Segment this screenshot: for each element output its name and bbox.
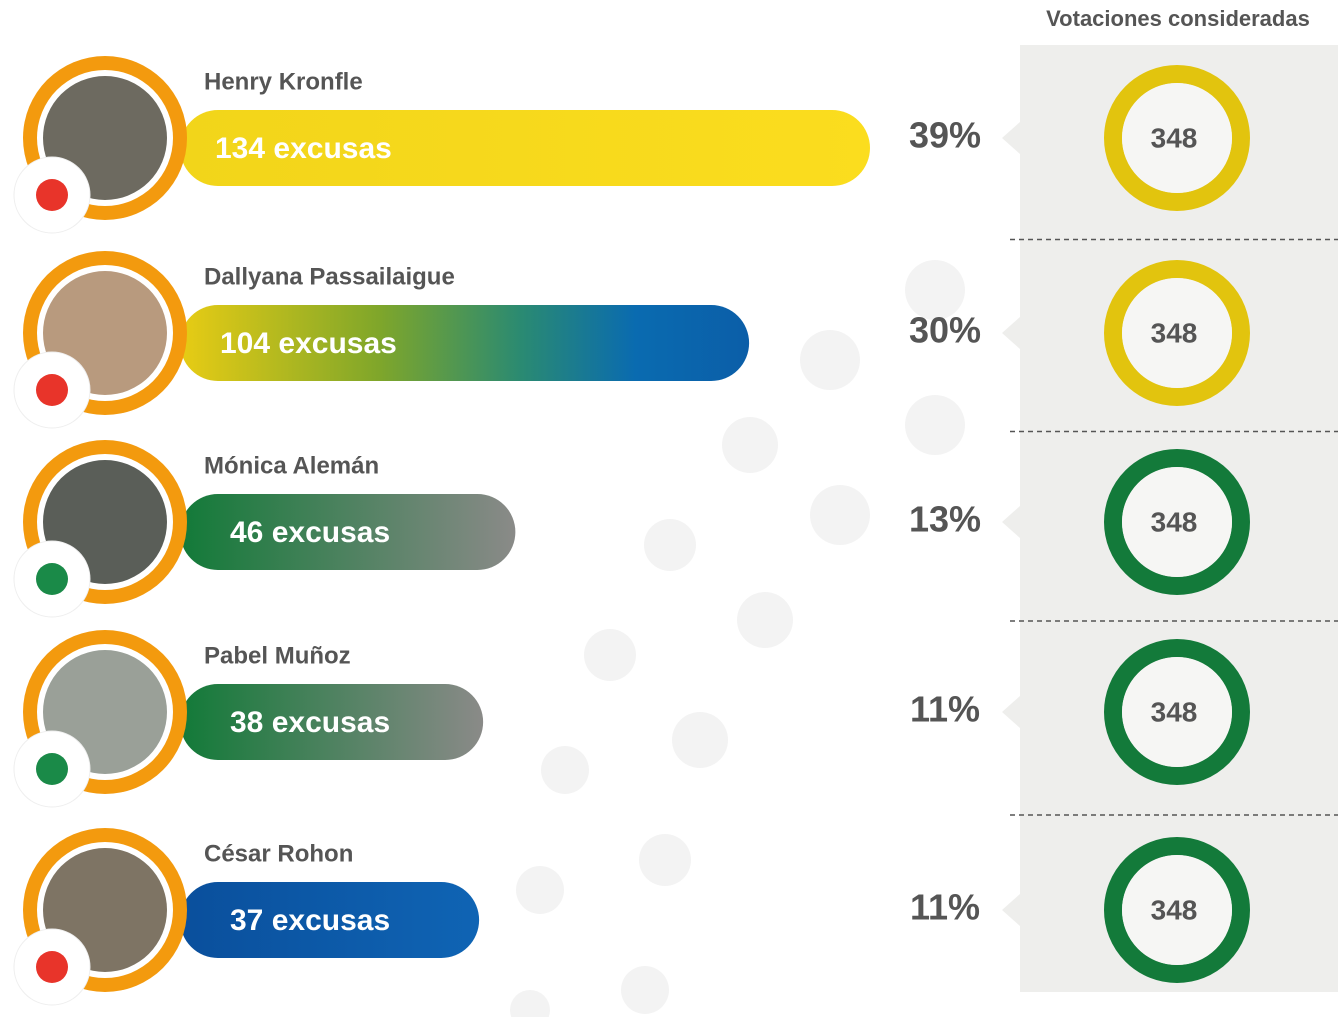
bar-label: 38 excusas: [230, 706, 390, 739]
panel-notch: [1002, 894, 1020, 926]
votes-ring: [1104, 449, 1250, 595]
bar: [180, 882, 480, 958]
party-logo-mark: [36, 563, 68, 595]
votes-inner: [1122, 855, 1232, 965]
votes-ring: [1104, 65, 1250, 211]
share-label: 11%: [910, 887, 980, 928]
candidate-name: Henry Kronfle: [204, 68, 363, 95]
candidate-name: Dallyana Passailaigue: [204, 263, 455, 290]
votes-label: 348: [1151, 122, 1198, 153]
votes-ring: [1104, 837, 1250, 983]
votes-label: 348: [1151, 696, 1198, 727]
panel-notch: [1002, 122, 1020, 154]
panel-notch: [1002, 506, 1020, 538]
share-label: 11%: [910, 689, 980, 730]
votes-ring: [1104, 639, 1250, 785]
votes-inner: [1122, 278, 1232, 388]
votes-ring: [1104, 260, 1250, 406]
votes-inner: [1122, 83, 1232, 193]
party-logo-mark: [36, 951, 68, 983]
panel-title: Votaciones consideradas: [1046, 6, 1310, 31]
party-logo-mark: [36, 753, 68, 785]
bar: [180, 305, 750, 381]
share-label: 39%: [909, 115, 981, 156]
votes-label: 348: [1151, 506, 1198, 537]
party-logo-mark: [36, 179, 68, 211]
bar: [180, 494, 516, 570]
panel-notch: [1002, 317, 1020, 349]
votes-label: 348: [1151, 894, 1198, 925]
bar-label: 37 excusas: [230, 904, 390, 937]
decor-dots: [510, 260, 965, 1017]
candidate-name: Mónica Alemán: [204, 452, 379, 479]
bar-label: 46 excusas: [230, 516, 390, 549]
share-label: 30%: [909, 310, 981, 351]
candidate-name: César Rohon: [204, 840, 353, 867]
candidate-name: Pabel Muñoz: [204, 642, 351, 669]
votes-inner: [1122, 657, 1232, 767]
bar: [180, 110, 870, 186]
share-label: 13%: [909, 499, 981, 540]
votes-inner: [1122, 467, 1232, 577]
bar-label: 134 excusas: [215, 132, 392, 165]
bar: [180, 684, 484, 760]
bar-label: 104 excusas: [220, 327, 397, 360]
votes-label: 348: [1151, 317, 1198, 348]
party-logo-mark: [36, 374, 68, 406]
panel-notch: [1002, 696, 1020, 728]
